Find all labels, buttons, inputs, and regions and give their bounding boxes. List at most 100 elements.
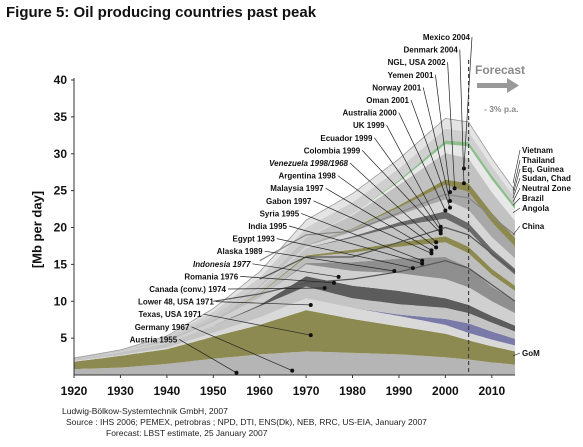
- peak-annotation-label: Egypt 1993: [233, 235, 276, 244]
- peak-marker: [392, 269, 397, 274]
- y-tick-label-35: 35: [54, 110, 68, 124]
- peak-marker: [322, 285, 327, 290]
- peak-leader-line: [447, 62, 456, 189]
- x-tick-label-2000: 2000: [432, 384, 459, 398]
- y-tick-label-40: 40: [54, 73, 68, 87]
- area-series-1: [74, 351, 515, 375]
- x-tick-label-1940: 1940: [153, 384, 180, 398]
- region-label-china: China: [522, 222, 545, 231]
- peak-leader-line: [349, 162, 437, 243]
- peak-leader-line: [459, 49, 465, 184]
- peak-leader-line: [301, 213, 423, 262]
- peak-annotation-label: Norway 2001: [372, 83, 421, 92]
- peak-leader-line: [325, 187, 432, 251]
- peak-annotation-label: Alaska 1989: [217, 247, 263, 256]
- area-series-12: [74, 211, 515, 358]
- peak-marker: [438, 228, 443, 233]
- peak-leader-line: [227, 287, 325, 290]
- figure-title: Figure 5: Oil producing countries past p…: [6, 4, 317, 21]
- forecast-rate-label: - 3% p.a.: [484, 104, 518, 114]
- x-tick-label-1970: 1970: [293, 384, 320, 398]
- peak-marker: [429, 248, 434, 253]
- peak-leader-line: [179, 339, 237, 374]
- region-leader-line: [512, 197, 521, 206]
- area-series-2: [74, 310, 515, 370]
- region-label-gom: GoM: [522, 349, 540, 358]
- peak-annotation-label: Mexico 2004: [423, 33, 471, 42]
- y-tick-label-10: 10: [54, 294, 68, 308]
- peak-leader-line: [398, 112, 446, 211]
- forecast-label: Forecast: [475, 63, 525, 77]
- peak-leader-line: [313, 200, 432, 254]
- peak-annotation-label: Lower 48, USA 1971: [138, 298, 214, 307]
- peak-marker: [443, 208, 448, 213]
- footer-line-source: Source : IHS 2006; PEMEX, petrobras ; NP…: [66, 417, 427, 427]
- region-label-thailand: Thailand: [522, 156, 555, 165]
- peak-annotation-label: UK 1999: [353, 121, 385, 130]
- peak-marker: [452, 186, 457, 191]
- peak-annotation-label: Texas, USA 1971: [138, 310, 202, 319]
- peak-leader-line: [422, 87, 451, 202]
- peak-leader-line: [288, 225, 423, 264]
- peak-marker: [420, 258, 425, 263]
- peak-annotation-label: Venezuela 1998/1968: [269, 159, 348, 168]
- peak-leader-line: [386, 125, 442, 227]
- area-series-20: [74, 118, 515, 359]
- y-tick-label-20: 20: [54, 221, 68, 235]
- region-label-vietnam: Vietnam: [522, 146, 553, 155]
- peak-leader-line: [203, 313, 311, 336]
- peak-marker: [290, 368, 295, 373]
- region-label-brazil: Brazil: [522, 194, 544, 203]
- peak-leader-line: [435, 74, 451, 193]
- peak-marker: [438, 231, 443, 236]
- x-tick-label-1980: 1980: [339, 384, 366, 398]
- area-series-19: [74, 128, 515, 358]
- peak-marker: [336, 274, 341, 279]
- region-label-neutral-zone: Neutral Zone: [522, 184, 571, 193]
- area-series-5: [74, 286, 515, 361]
- peak-marker: [429, 251, 434, 256]
- peak-marker: [410, 266, 415, 271]
- peak-leader-line: [337, 175, 437, 248]
- region-label-sudan-chad: Sudan, Chad: [522, 174, 571, 183]
- region-leader-line: [512, 207, 521, 213]
- region-label-eq-guinea: Eq. Guinea: [522, 165, 564, 174]
- peak-leader-line: [240, 276, 334, 284]
- region-leader-line: [512, 187, 521, 202]
- y-tick-label-15: 15: [54, 257, 68, 271]
- peak-annotation-label: Yemen 2001: [388, 71, 434, 80]
- peak-marker: [448, 205, 453, 210]
- region-leader-line: [512, 225, 521, 236]
- peak-marker: [438, 224, 443, 229]
- peak-marker: [420, 261, 425, 266]
- stratum-outline-2: [259, 226, 516, 280]
- peak-leader-line: [264, 250, 395, 272]
- region-leader-line: [512, 149, 521, 184]
- stratum-outline-1: [213, 260, 516, 302]
- y-axis-label: [Mb per day]: [29, 190, 45, 269]
- peak-annotation-label: Malaysia 1997: [270, 184, 324, 193]
- peak-annotation-label: Romania 1976: [184, 272, 238, 281]
- peak-leader-line: [410, 99, 451, 208]
- region-leader-line: [512, 168, 521, 195]
- peak-annotation-label: Gabon 1997: [266, 197, 312, 206]
- peak-marker: [308, 302, 313, 307]
- area-series-7: [74, 264, 515, 359]
- x-tick-label-1920: 1920: [61, 384, 88, 398]
- region-leader-line: [512, 177, 521, 199]
- peak-marker: [331, 280, 336, 285]
- peak-marker: [434, 245, 439, 250]
- peak-leader-line: [361, 150, 441, 234]
- forecast-arrow-head: [507, 78, 519, 93]
- area-series-3: [74, 298, 515, 362]
- forecast-arrow-shaft: [477, 83, 507, 88]
- peak-leader-line: [374, 137, 442, 231]
- peak-leader-line: [215, 301, 311, 306]
- peak-leader-line: [191, 326, 293, 371]
- peak-annotation-label: Colombia 1999: [304, 146, 361, 155]
- peak-annotation-label: Denmark 2004: [404, 46, 459, 55]
- peak-marker: [448, 190, 453, 195]
- source-footer: Ludwig-Bölkow-Systemtechnik GmbH, 2007 S…: [62, 406, 427, 439]
- x-tick-label-2010: 2010: [478, 384, 505, 398]
